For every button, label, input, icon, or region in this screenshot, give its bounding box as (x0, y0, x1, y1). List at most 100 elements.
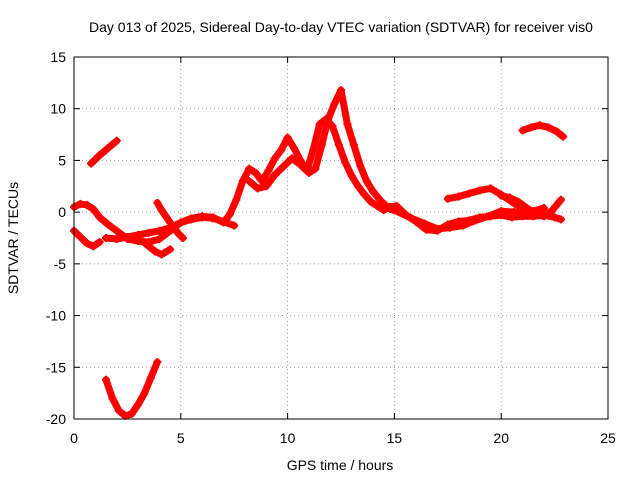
data-point-marker (230, 221, 239, 230)
y-tick-label: -10 (46, 308, 66, 324)
series-arc-deep (102, 358, 162, 420)
data-point-marker (484, 212, 493, 221)
data-point-marker (559, 132, 568, 141)
data-point-marker (531, 210, 540, 219)
data-point-marker (443, 194, 452, 203)
data-point-marker (174, 229, 183, 238)
data-point-marker (155, 226, 164, 235)
x-tick-label: 0 (70, 430, 78, 446)
data-point-marker (104, 144, 113, 153)
data-point-marker (454, 192, 463, 201)
data-point-marker (544, 123, 553, 132)
axis-ticks: 0 5 10 15 20 25 -20 -15 -10 -5 0 5 10 15 (46, 49, 616, 446)
data-point-marker (127, 409, 136, 418)
data-point-marker (475, 186, 484, 195)
data-point-marker (277, 146, 286, 155)
x-tick-label: 25 (600, 430, 616, 446)
data-point-marker (486, 184, 495, 193)
data-point-marker (153, 198, 162, 207)
data-point-marker (166, 245, 175, 254)
data-point-marker (290, 144, 299, 153)
data-point-marker (108, 394, 117, 403)
y-tick-label: -5 (54, 256, 67, 272)
data-point-marker (89, 205, 98, 214)
chart-title: Day 013 of 2025, Sidereal Day-to-day VTE… (89, 19, 593, 35)
data-point-marker (366, 197, 375, 206)
data-point-marker (270, 154, 279, 163)
data-point-marker (341, 158, 350, 167)
data-point-marker (134, 400, 143, 409)
data-point-marker (445, 223, 454, 232)
data-point-marker (208, 214, 217, 223)
data-point-marker (157, 250, 166, 259)
data-point-marker (539, 212, 548, 221)
y-tick-label: -20 (46, 411, 66, 427)
data-point-marker (112, 235, 121, 244)
data-point-marker (82, 239, 91, 248)
data-point-marker (232, 195, 241, 204)
y-tick-label: 0 (58, 204, 66, 220)
data-point-marker (343, 120, 352, 129)
series-arc-drop (153, 198, 187, 242)
data-point-marker (245, 177, 254, 186)
data-point-marker (151, 247, 160, 256)
data-point-marker (465, 189, 474, 198)
data-point-marker (251, 168, 260, 177)
data-point-marker (527, 123, 536, 132)
data-point-marker (170, 224, 179, 233)
x-tick-label: 5 (177, 430, 185, 446)
data-point-marker (548, 206, 557, 215)
data-point-marker (557, 215, 566, 224)
x-tick-label: 15 (387, 430, 403, 446)
data-point-marker (420, 219, 429, 228)
data-point-marker (471, 216, 480, 225)
data-point-marker (114, 406, 123, 415)
data-point-marker (356, 161, 365, 170)
x-axis-label: GPS time / hours (287, 457, 394, 473)
data-point-marker (219, 217, 228, 226)
data-point-marker (140, 389, 149, 398)
data-point-marker (522, 204, 531, 213)
data-point-marker (176, 218, 185, 227)
data-point-marker (394, 208, 403, 217)
data-point-marker (433, 224, 442, 233)
data-point-marker (178, 234, 187, 242)
data-point-marker (550, 213, 559, 222)
data-point-marker (386, 205, 395, 214)
y-tick-label: 15 (50, 49, 66, 65)
data-point-marker (155, 235, 164, 244)
data-point-marker (102, 375, 111, 384)
data-point-marker (283, 133, 292, 142)
data-point-marker (95, 151, 104, 160)
data-point-marker (304, 168, 313, 177)
data-point-marker (89, 242, 98, 251)
series-arc-upper (245, 86, 531, 233)
series-line (87, 137, 121, 167)
series-arc-end (518, 121, 568, 141)
data-point-marker (557, 195, 566, 204)
data-point-marker (377, 197, 386, 206)
y-tick-label: 10 (50, 101, 66, 117)
data-point-marker (161, 212, 170, 221)
data-point-marker (166, 218, 175, 227)
data-point-marker (123, 232, 132, 241)
data-point-marker (373, 201, 382, 210)
data-point-marker (360, 190, 369, 199)
x-tick-label: 20 (493, 430, 509, 446)
data-point-marker (102, 234, 111, 242)
data-point-marker (349, 140, 358, 149)
data-point-marker (187, 215, 196, 224)
data-point-marker (317, 140, 326, 149)
data-point-marker (95, 213, 104, 222)
y-tick-label: -15 (46, 359, 66, 375)
data-point-marker (505, 193, 514, 202)
data-point-marker (76, 232, 85, 241)
data-point-marker (146, 373, 155, 382)
data-point-marker (144, 242, 153, 251)
data-point-marker (87, 159, 96, 168)
data-point-marker (82, 200, 91, 209)
data-point-marker (458, 221, 467, 230)
data-point-marker (334, 140, 343, 149)
data-point-marker (296, 160, 305, 169)
